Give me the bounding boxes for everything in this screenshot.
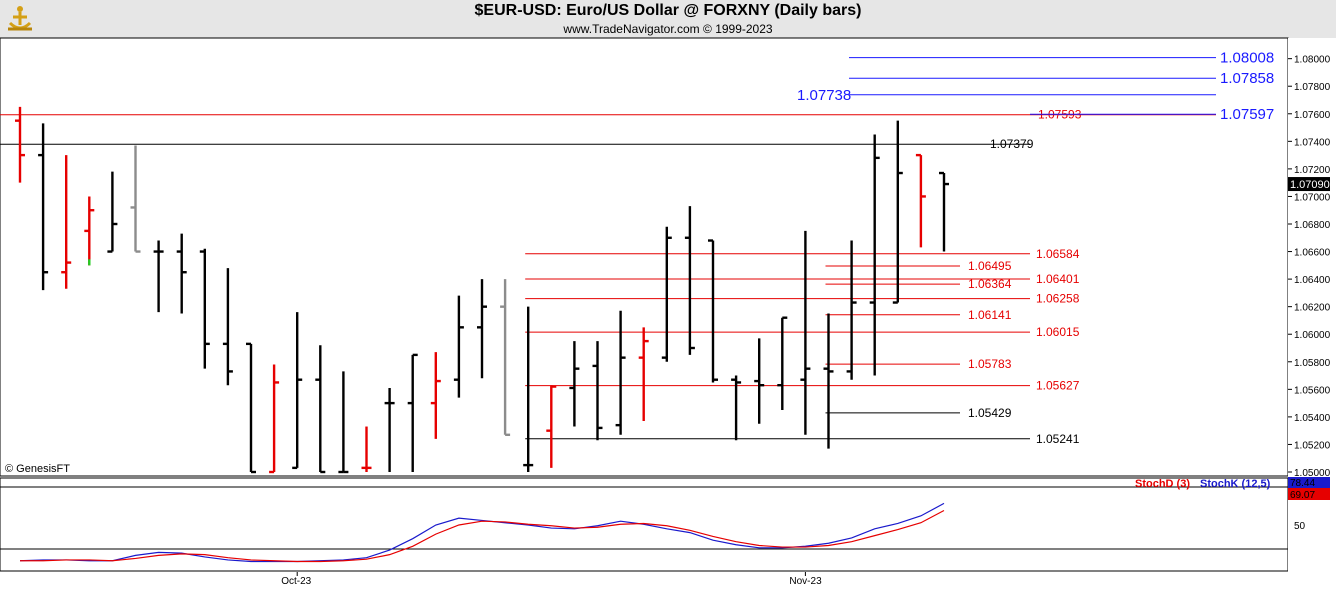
stoch-k-legend: StochK (12,5) — [1200, 478, 1271, 490]
price-bar — [546, 385, 557, 468]
price-bar — [708, 239, 718, 383]
price-bar — [222, 268, 233, 386]
price-bar — [246, 342, 256, 474]
price-bar — [638, 327, 649, 422]
y-axis-tick-label: 1.06800 — [1294, 220, 1331, 231]
price-bar — [661, 226, 672, 362]
y-axis-tick-label: 1.07000 — [1294, 192, 1331, 203]
price-bar — [569, 341, 580, 427]
price-bar — [892, 120, 903, 304]
last-price-box — [1288, 177, 1330, 192]
y-axis-tick-label: 1.06200 — [1294, 303, 1331, 314]
price-bar — [846, 240, 857, 380]
y-axis-tick-label: 1.06000 — [1294, 330, 1331, 341]
price-bar — [361, 426, 372, 472]
level-label-red: 1.06141 — [968, 308, 1012, 322]
y-axis-tick-label: 1.07400 — [1294, 137, 1331, 148]
price-bar — [592, 341, 603, 441]
level-label-blue: 1.07858 — [1220, 70, 1274, 87]
price-bar — [523, 306, 534, 472]
price-bar — [130, 145, 141, 253]
price-bar — [453, 295, 464, 398]
level-label-red: 1.06495 — [968, 259, 1012, 273]
level-label-blue: 1.07597 — [1220, 106, 1274, 123]
level-label-red: 1.05783 — [968, 357, 1012, 371]
last-price-label: 1.07090 — [1290, 179, 1330, 191]
price-bar — [199, 248, 210, 369]
y-axis-tick-label: 1.08000 — [1294, 55, 1331, 66]
y-axis-tick-label: 1.05800 — [1294, 358, 1331, 369]
level-label-black: 1.05241 — [1036, 432, 1080, 446]
price-bar — [939, 171, 949, 252]
level-label-red: 1.05627 — [1036, 379, 1080, 393]
price-bar — [61, 155, 72, 289]
y-axis-tick-label: 1.06600 — [1294, 248, 1331, 259]
price-bar — [384, 387, 395, 472]
stoch-d-legend: StochD (3) — [1135, 478, 1190, 490]
y-axis-tick-label: 1.07800 — [1294, 82, 1331, 93]
level-label-black: 1.07379 — [990, 137, 1034, 151]
price-bar — [38, 123, 49, 291]
price-bar — [15, 106, 25, 183]
x-axis-label: Oct-23 — [281, 576, 311, 587]
price-bar — [731, 375, 742, 441]
price-bar — [477, 279, 487, 379]
price-bar — [84, 196, 95, 266]
y-axis-tick-label: 1.05000 — [1294, 468, 1331, 479]
price-bar — [338, 371, 349, 474]
price-bar — [430, 352, 441, 439]
price-bar — [800, 230, 811, 435]
chart-title: $EUR-USD: Euro/US Dollar @ FORXNY (Daily… — [474, 2, 862, 19]
price-bar — [823, 313, 834, 449]
stoch-k-value-box — [1288, 477, 1330, 488]
trade-navigator-logo-icon — [8, 6, 32, 31]
level-label-red: 1.06401 — [1036, 272, 1080, 286]
watermark: © GenesisFT — [5, 463, 70, 475]
stoch-y-tick-label: 50 — [1294, 521, 1306, 532]
y-axis-tick-label: 1.07600 — [1294, 110, 1331, 121]
level-label-red: 1.06258 — [1036, 292, 1080, 306]
level-label-black: 1.05429 — [968, 406, 1012, 420]
y-axis-tick-label: 1.05600 — [1294, 385, 1331, 396]
price-bar — [315, 345, 326, 474]
price-bar — [153, 240, 164, 313]
chart-header — [0, 0, 1336, 38]
y-axis-tick-label: 1.05400 — [1294, 413, 1331, 424]
stoch-d-value: 69.07 — [1290, 490, 1315, 501]
y-axis-tick-label: 1.07200 — [1294, 165, 1331, 176]
price-bar — [292, 312, 303, 470]
price-bar — [915, 153, 926, 248]
price-bar — [269, 364, 280, 474]
level-label-red: 1.06015 — [1036, 325, 1080, 339]
price-bar — [754, 338, 765, 424]
price-bar — [684, 206, 695, 355]
y-axis-tick-label: 1.06400 — [1294, 275, 1331, 286]
price-bar — [777, 316, 788, 410]
stoch-k-value: 78.44 — [1290, 478, 1315, 489]
level-label-red: 1.07593 — [1038, 108, 1082, 122]
level-label-red: 1.06584 — [1036, 247, 1080, 261]
x-axis-area — [0, 572, 1288, 591]
level-label-blue: 1.08008 — [1220, 50, 1274, 67]
price-bar — [176, 233, 187, 314]
level-label-blue: 1.07738 — [797, 87, 851, 104]
price-bar — [615, 310, 626, 435]
chart-subtitle: www.TradeNavigator.com © 1999-2023 — [563, 22, 773, 36]
y-axis-tick-label: 1.05200 — [1294, 440, 1331, 451]
price-bar — [407, 353, 418, 472]
price-bar — [869, 134, 880, 376]
x-axis-label: Nov-23 — [789, 576, 822, 587]
price-bar — [107, 171, 118, 253]
level-label-red: 1.06364 — [968, 277, 1012, 291]
stoch-d-line — [20, 509, 945, 563]
y-axis-area — [1288, 38, 1336, 591]
price-bar — [500, 279, 511, 436]
stoch-d-value-box — [1288, 488, 1330, 500]
